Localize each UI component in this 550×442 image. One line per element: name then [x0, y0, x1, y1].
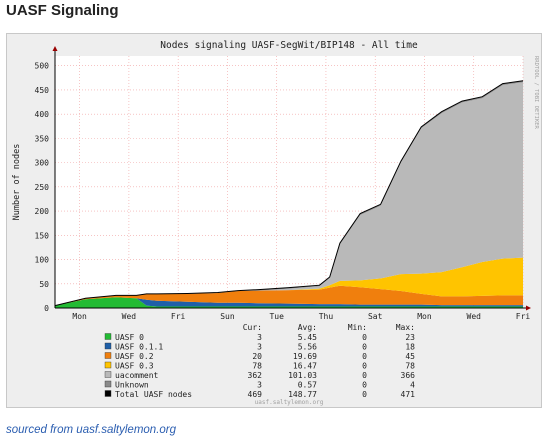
x-tick-label: Tue: [269, 312, 284, 321]
legend-series-name: Unknown: [115, 381, 149, 390]
x-tick-label: Mon: [72, 312, 87, 321]
legend-series-name: UASF 0: [115, 333, 144, 342]
legend-series-name: uacomment: [115, 371, 159, 380]
legend-value: 5.45: [298, 333, 317, 342]
y-tick-label: 150: [35, 231, 50, 240]
legend-swatch: [104, 342, 112, 350]
legend-value: 45: [405, 352, 415, 361]
y-tick-label: 500: [35, 62, 50, 71]
rrdtool-watermark: RRDTOOL / TOBI OETIKER: [533, 56, 539, 130]
legend-value: 0: [362, 333, 367, 342]
y-axis-label: Number of nodes: [12, 144, 22, 221]
area-uasf-0: [55, 297, 523, 308]
x-tick-label: Wed: [467, 312, 482, 321]
legend-header: Avg:: [298, 323, 317, 332]
legend-value: 19.69: [293, 352, 317, 361]
legend-header: Min:: [348, 323, 367, 332]
legend-value: 78: [405, 362, 415, 371]
legend-value: 0: [362, 352, 367, 361]
legend-value: 0: [362, 343, 367, 352]
legend-value: 3: [257, 381, 262, 390]
legend-value: 0: [362, 390, 367, 399]
y-tick-label: 200: [35, 207, 50, 216]
chart-footer: uasf.saltylemon.org: [255, 399, 324, 406]
legend-swatch: [104, 361, 112, 369]
x-tick-label: Sun: [220, 312, 235, 321]
legend-value: 366: [401, 371, 416, 380]
legend-value: 23: [405, 333, 415, 342]
y-tick-label: 350: [35, 134, 50, 143]
y-tick-label: 250: [35, 183, 50, 192]
source-link[interactable]: sourced from uasf.saltylemon.org: [6, 424, 177, 436]
legend-value: 101.03: [288, 371, 317, 380]
chart-title: Nodes signaling UASF-SegWit/BIP148 - All…: [160, 40, 418, 51]
legend-swatch: [104, 390, 112, 397]
y-tick-label: 100: [35, 256, 50, 265]
area-uacomment: [55, 82, 523, 306]
legend-value: 4: [410, 381, 415, 390]
legend-header: Max:: [396, 323, 415, 332]
legend-series-name: Total UASF nodes: [115, 390, 192, 399]
x-tick-label: Fri: [171, 312, 186, 321]
area-uasf-0-3: [55, 257, 523, 306]
legend-value: 0: [362, 371, 367, 380]
y-tick-label: 0: [44, 304, 49, 313]
x-tick-label: Mon: [417, 312, 432, 321]
legend-value: 78: [252, 362, 262, 371]
legend-value: 471: [401, 390, 416, 399]
legend-value: 0: [362, 362, 367, 371]
legend-swatch: [104, 333, 112, 340]
legend-value: 20: [252, 352, 262, 361]
legend-value: 148.77: [288, 390, 317, 399]
legend-value: 18: [405, 343, 415, 352]
x-tick-label: Sat: [368, 312, 383, 321]
chart-frame: Nodes signaling UASF-SegWit/BIP148 - All…: [6, 33, 542, 408]
y-axis-arrow: [52, 46, 58, 51]
y-tick-label: 400: [35, 110, 50, 119]
legend-value: 0: [362, 381, 367, 390]
legend-swatch: [104, 380, 112, 388]
legend-value: 5.56: [298, 343, 317, 352]
x-tick-label: Wed: [122, 312, 137, 321]
legend-value: 469: [248, 390, 263, 399]
legend-value: 3: [257, 333, 262, 342]
legend-value: 362: [248, 371, 263, 380]
total-uasf-nodes-line: [54, 80, 524, 307]
area-uasf-0-1-1: [55, 297, 523, 307]
x-tick-label: Thu: [319, 312, 334, 321]
legend-value: 16.47: [293, 362, 317, 371]
legend-header: Cur:: [243, 323, 262, 332]
page-title: UASF Signaling: [6, 2, 119, 19]
y-tick-label: 50: [39, 280, 49, 289]
x-tick-label: Fri: [516, 312, 531, 321]
legend-series-name: UASF 0.2: [115, 352, 154, 361]
legend-series-name: UASF 0.3: [115, 362, 154, 371]
legend-value: 3: [257, 343, 262, 352]
area-uasf-0-2: [55, 285, 523, 306]
legend-value: 0.57: [298, 381, 317, 390]
y-tick-label: 300: [35, 159, 50, 168]
uasf-signaling-chart: Nodes signaling UASF-SegWit/BIP148 - All…: [12, 40, 539, 406]
legend-swatch: [104, 352, 112, 359]
x-axis-arrow: [526, 305, 531, 311]
y-tick-label: 450: [35, 86, 50, 95]
legend-series-name: UASF 0.1.1: [115, 343, 163, 352]
legend-swatch: [104, 371, 112, 378]
